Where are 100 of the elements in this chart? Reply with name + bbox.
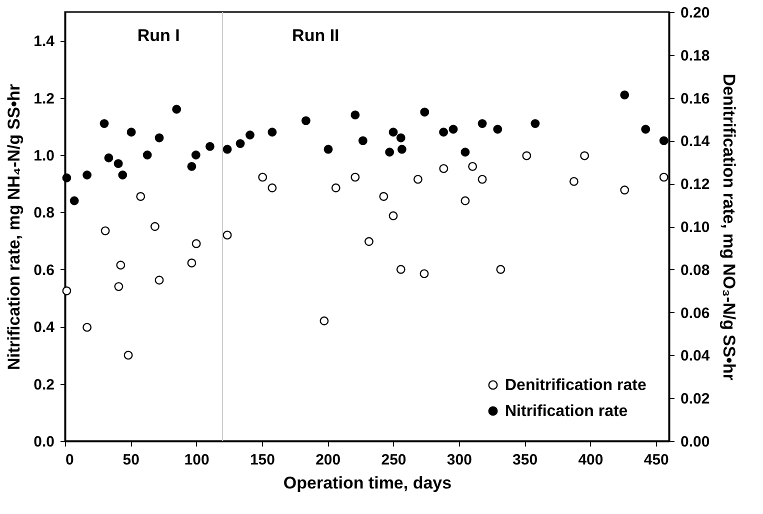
point: [114, 159, 123, 168]
point: [350, 172, 360, 182]
point: [413, 174, 422, 184]
point: [154, 133, 164, 142]
point: [268, 183, 277, 192]
point: [478, 119, 487, 128]
point: [136, 192, 146, 201]
point: [205, 142, 214, 151]
legend-label: Denitrification rate: [505, 377, 646, 394]
point: [192, 239, 201, 248]
x-tick-label: 450: [644, 452, 669, 468]
point: [118, 170, 128, 180]
point: [659, 136, 668, 146]
y2-tick-label: 0.06: [680, 304, 710, 322]
point: [448, 124, 458, 134]
x-tick-label: 200: [316, 452, 341, 468]
y-tick-label: 1.0: [34, 148, 54, 164]
point: [268, 128, 277, 137]
y2-axis-title: Denitrification rate, mg NO₃-N/g SS•hr: [720, 74, 739, 381]
point: [396, 133, 406, 142]
y-tick-label: 0.6: [34, 262, 54, 279]
point: [114, 282, 124, 292]
point: [187, 258, 196, 268]
point: [301, 116, 310, 126]
y2-tick-label: 0.10: [680, 219, 710, 236]
y-tick-label: 1.2: [34, 90, 54, 108]
point: [379, 192, 388, 201]
x-tick-label: 150: [250, 452, 275, 468]
point: [460, 196, 470, 206]
point: [222, 144, 232, 154]
point: [324, 144, 333, 154]
y2-tick-label: 0.18: [680, 47, 710, 64]
point: [420, 108, 430, 117]
y2-tick-label: 0.04: [680, 348, 710, 365]
point: [246, 130, 254, 140]
point: [320, 316, 329, 326]
x-axis-title: Operation time, days: [283, 474, 452, 492]
x-tick-label: 300: [446, 452, 472, 468]
legend-label: Nitrification rate: [505, 403, 628, 420]
annotation: Run II: [292, 26, 340, 45]
point: [236, 139, 245, 148]
y-axis-title: Nitrification rate, mg NH₄-N/g SS•hr: [4, 84, 24, 370]
y2-tick-label: 0.14: [680, 133, 710, 150]
point: [396, 264, 406, 274]
point: [397, 144, 406, 154]
point: [493, 124, 502, 134]
point: [641, 124, 650, 134]
point: [439, 164, 448, 174]
point: [258, 172, 268, 182]
y-tick-label: 0.0: [34, 434, 54, 450]
y2-tick-label: 0.12: [680, 176, 710, 194]
point: [70, 196, 79, 206]
point: [420, 269, 429, 278]
point: [468, 162, 478, 171]
point: [142, 150, 152, 160]
point: [388, 128, 398, 137]
y-tick-label: 0.8: [34, 204, 54, 222]
point: [82, 170, 92, 180]
y2-tick-label: 0.00: [680, 434, 710, 450]
y2-tick-label: 0.20: [680, 4, 710, 22]
point: [126, 128, 136, 137]
y-tick-label: 1.4: [34, 33, 56, 50]
point: [82, 322, 92, 332]
x-tick-label: 400: [578, 452, 604, 468]
point: [439, 128, 448, 137]
point: [385, 148, 394, 157]
point: [191, 150, 200, 160]
point: [154, 276, 164, 285]
point: [331, 183, 340, 192]
point: [530, 119, 540, 128]
y2-tick-label: 0.08: [680, 262, 710, 279]
y-tick-label: 0.2: [34, 376, 54, 394]
point: [104, 153, 114, 162]
x-tick-label: 350: [512, 452, 538, 468]
point: [620, 186, 630, 194]
point: [187, 162, 196, 171]
x-tick-label: 0: [66, 452, 74, 468]
point: [124, 350, 133, 360]
point: [659, 172, 668, 182]
point: [100, 119, 109, 128]
point: [460, 148, 470, 157]
point: [620, 90, 630, 100]
point: [522, 151, 532, 160]
point: [62, 286, 72, 296]
y-tick-label: 0.4: [34, 319, 56, 336]
point: [116, 260, 126, 270]
point: [62, 173, 72, 182]
x-tick-label: 100: [184, 452, 210, 468]
x-tick-label: 50: [122, 452, 140, 468]
point: [350, 110, 360, 120]
point: [569, 176, 578, 186]
point: [580, 151, 590, 160]
point: [364, 237, 374, 246]
y2-tick-label: 0.16: [680, 90, 710, 108]
point: [478, 174, 487, 184]
annotation: Run I: [137, 26, 180, 45]
x-tick-label: 250: [381, 452, 406, 468]
point: [222, 230, 232, 240]
point: [100, 226, 110, 236]
point: [150, 222, 160, 231]
